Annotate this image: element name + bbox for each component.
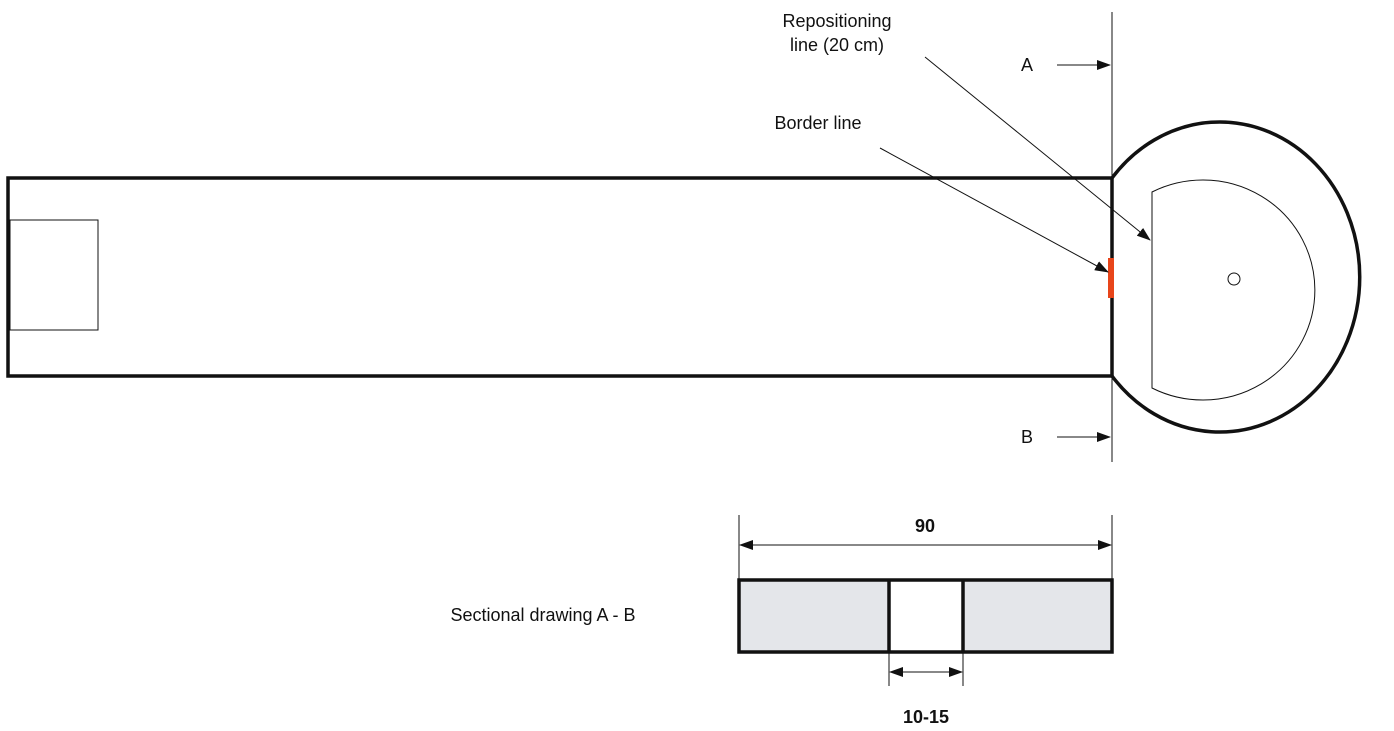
label: 90 [915,516,935,536]
label: 10-15 [903,707,949,727]
section-part [963,580,1112,652]
label: Sectional drawing A - B [450,605,635,625]
label: B [1021,427,1033,447]
inner-area [1151,179,1316,401]
outer-circle [1110,120,1362,434]
start-box [9,219,99,331]
label: line (20 cm) [790,35,884,55]
label: Border line [774,113,861,133]
label: A [1021,55,1033,75]
leader [879,147,1109,273]
center-point [1227,272,1241,286]
border-line-mark [1108,258,1114,298]
leader [924,56,1151,241]
section [737,578,1114,654]
label: Repositioning [782,11,891,31]
section-part [739,580,889,652]
lane [6,176,1114,378]
